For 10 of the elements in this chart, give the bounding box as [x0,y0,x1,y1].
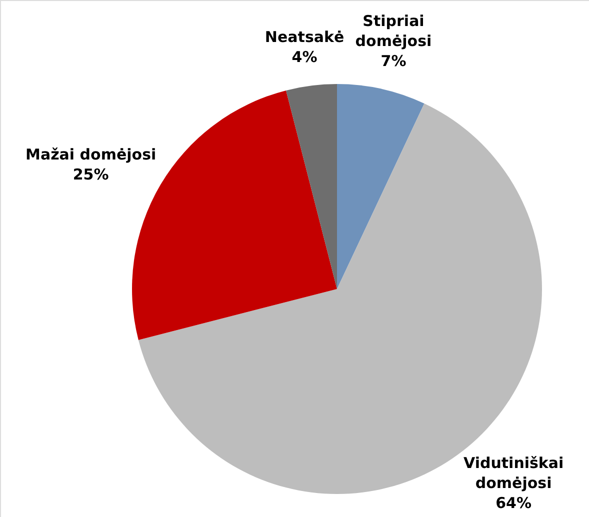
data-label: 64% [496,494,532,512]
pie-slice [337,84,424,289]
data-label: 4% [292,48,318,66]
slice-label: Neatsakė [264,28,344,46]
slice-label: Mažai domėjosi [26,145,156,164]
pie-slice [286,84,337,289]
slice-label: Vidutiniškai domėjosi [463,454,564,492]
slice-label: Stipriai domėjosi [355,12,432,50]
data-label: 25% [72,165,109,184]
data-label: 7% [380,52,406,70]
